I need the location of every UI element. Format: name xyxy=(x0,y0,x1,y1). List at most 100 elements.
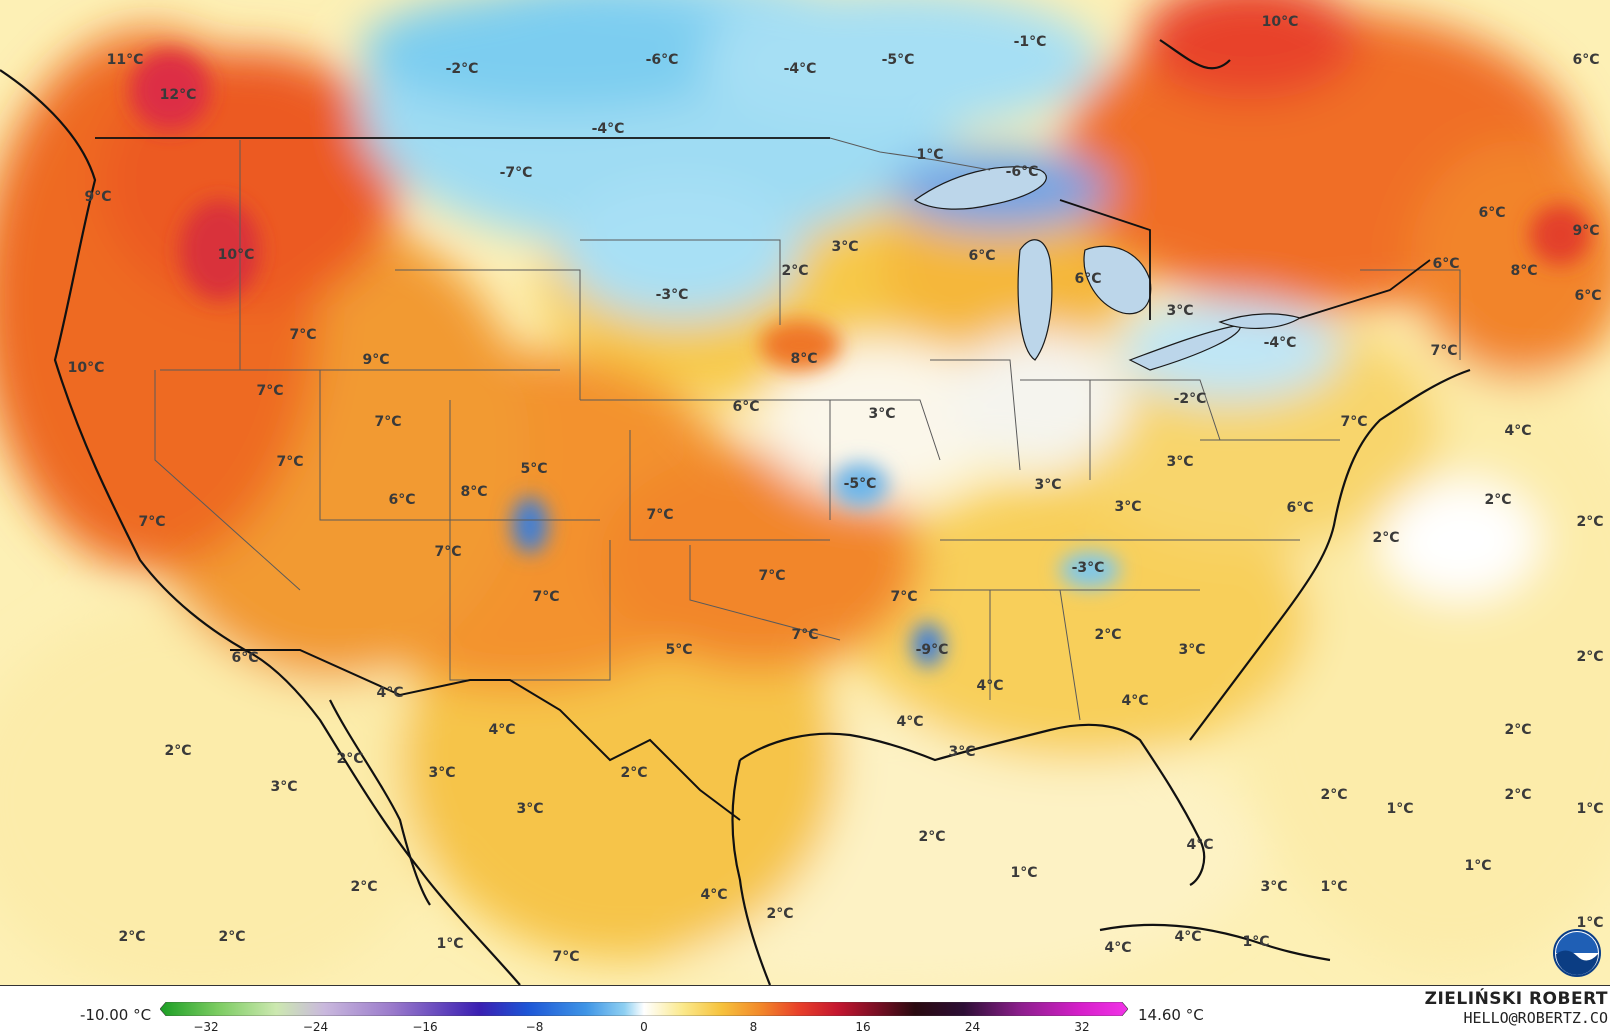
temperature-label: -4°C xyxy=(784,61,817,77)
temperature-label: 4°C xyxy=(488,722,515,738)
temperature-label: -1°C xyxy=(1014,34,1047,50)
temperature-label: 5°C xyxy=(665,642,692,658)
us-canada-border xyxy=(95,137,1431,320)
temperature-label: 7°C xyxy=(890,589,917,605)
temperature-label: -4°C xyxy=(1264,335,1297,351)
temperature-label: 7°C xyxy=(1340,414,1367,430)
temperature-label: 2°C xyxy=(164,743,191,759)
temperature-label: 6°C xyxy=(1574,288,1601,304)
temperature-label: -9°C xyxy=(916,642,949,658)
temperature-label: 7°C xyxy=(374,414,401,430)
temperature-label: 10°C xyxy=(218,247,255,263)
temperature-label: 9°C xyxy=(1572,223,1599,239)
temperature-label: 2°C xyxy=(1372,530,1399,546)
temperature-label: 6°C xyxy=(968,248,995,264)
temperature-label: 6°C xyxy=(231,650,258,666)
temperature-label: 2°C xyxy=(218,929,245,945)
temperature-label: 7°C xyxy=(276,454,303,470)
temperature-label: 2°C xyxy=(1484,492,1511,508)
temperature-label: 3°C xyxy=(1166,303,1193,319)
temperature-label: 3°C xyxy=(428,765,455,781)
temperature-label: 10°C xyxy=(1262,14,1299,30)
temperature-label: 3°C xyxy=(868,406,895,422)
coastlines xyxy=(0,39,1471,985)
temperature-label: -5°C xyxy=(882,52,915,68)
temperature-label: 7°C xyxy=(256,383,283,399)
temperature-label: 4°C xyxy=(1186,837,1213,853)
temperature-label: 4°C xyxy=(1104,940,1131,956)
temperature-label: 3°C xyxy=(1260,879,1287,895)
temperature-label: 4°C xyxy=(1174,929,1201,945)
temperature-field xyxy=(0,0,1610,985)
temperature-label: 8°C xyxy=(790,351,817,367)
temperature-label: 1°C xyxy=(436,936,463,952)
temperature-label: 6°C xyxy=(1074,271,1101,287)
color-scale-tick-label: −24 xyxy=(302,1020,329,1034)
temperature-label: -3°C xyxy=(1072,560,1105,576)
temperature-label: 1°C xyxy=(1242,934,1269,950)
temperature-label: 2°C xyxy=(350,879,377,895)
great-lakes xyxy=(913,166,1302,371)
temperature-label: 8°C xyxy=(460,484,487,500)
temperature-label: 4°C xyxy=(700,887,727,903)
temperature-label: 2°C xyxy=(918,829,945,845)
temperature-label: 1°C xyxy=(1576,801,1603,817)
temperature-label: -2°C xyxy=(1174,391,1207,407)
temperature-label: 6°C xyxy=(1286,500,1313,516)
temperature-label: 6°C xyxy=(732,399,759,415)
temperature-label: 2°C xyxy=(118,929,145,945)
temperature-label: 4°C xyxy=(976,678,1003,694)
temperature-label: 7°C xyxy=(138,514,165,530)
temperature-label: -3°C xyxy=(656,287,689,303)
temperature-label: 2°C xyxy=(1320,787,1347,803)
color-scale-tick-label: 24 xyxy=(964,1020,981,1034)
temperature-label: 7°C xyxy=(1430,343,1457,359)
temperature-label: 3°C xyxy=(1114,499,1141,515)
temperature-label: 10°C xyxy=(68,360,105,376)
us-mexico-border xyxy=(230,649,741,821)
temperature-label: 3°C xyxy=(516,801,543,817)
author-email: HELLO@ROBERTZ.CO xyxy=(1463,1009,1609,1027)
color-scale-legend: -10.00 °C xyxy=(0,985,1610,1036)
temperature-label: 3°C xyxy=(270,779,297,795)
temperature-label: 7°C xyxy=(646,507,673,523)
legend-min-label: -10.00 °C xyxy=(80,1006,152,1024)
color-scale-bar xyxy=(160,1002,1128,1016)
temperature-label: 2°C xyxy=(1576,514,1603,530)
temperature-label: 1°C xyxy=(1320,879,1347,895)
color-scale-tick-label: 8 xyxy=(749,1020,758,1034)
temperature-label: 4°C xyxy=(1504,423,1531,439)
temperature-label: 2°C xyxy=(766,906,793,922)
temperature-label: 2°C xyxy=(1094,627,1121,643)
temperature-label: 1°C xyxy=(1576,915,1603,931)
temperature-label: -2°C xyxy=(446,61,479,77)
temperature-label: 3°C xyxy=(831,239,858,255)
temperature-label: 2°C xyxy=(1576,649,1603,665)
temperature-map: 11°C 12°C 9°C 10°C 7°C 10°C 9°C 7°C 7°C 7°C 6°C 8°C… xyxy=(0,0,1610,985)
temperature-label: 6°C xyxy=(1572,52,1599,68)
temperature-label: 7°C xyxy=(552,949,579,965)
map-canvas: 11°C 12°C 9°C 10°C 7°C 10°C 9°C 7°C 7°C 7°C 6°C 8°C… xyxy=(0,0,1610,985)
temperature-label: 4°C xyxy=(896,714,923,730)
temperature-label: 9°C xyxy=(84,189,111,205)
author-credit: ZIELIŃSKI ROBERT xyxy=(1424,989,1608,1009)
temperature-label: 3°C xyxy=(948,744,975,760)
temperature-label: 2°C xyxy=(781,263,808,279)
color-scale-tick-label: 16 xyxy=(855,1020,871,1034)
noaa-logo-icon xyxy=(1553,929,1601,977)
temperature-label: 1°C xyxy=(1386,801,1413,817)
temperature-labels: 11°C 12°C 9°C 10°C 7°C 10°C 9°C 7°C 7°C 7°C 6°C 8°C… xyxy=(68,14,1604,965)
temperature-label: 3°C xyxy=(1166,454,1193,470)
color-scale-tick-label: −32 xyxy=(193,1020,219,1034)
temperature-label: 4°C xyxy=(376,685,403,701)
temperature-label: 7°C xyxy=(791,627,818,643)
temperature-label: -4°C xyxy=(592,121,625,137)
temperature-label: 1°C xyxy=(1010,865,1037,881)
temperature-label: 3°C xyxy=(1178,642,1205,658)
color-scale-tick-label: 0 xyxy=(640,1020,648,1034)
temperature-label: -5°C xyxy=(844,476,877,492)
temperature-label: 4°C xyxy=(1121,693,1148,709)
temperature-label: 9°C xyxy=(362,352,389,368)
temperature-label: 2°C xyxy=(620,765,647,781)
temperature-label: 7°C xyxy=(532,589,559,605)
